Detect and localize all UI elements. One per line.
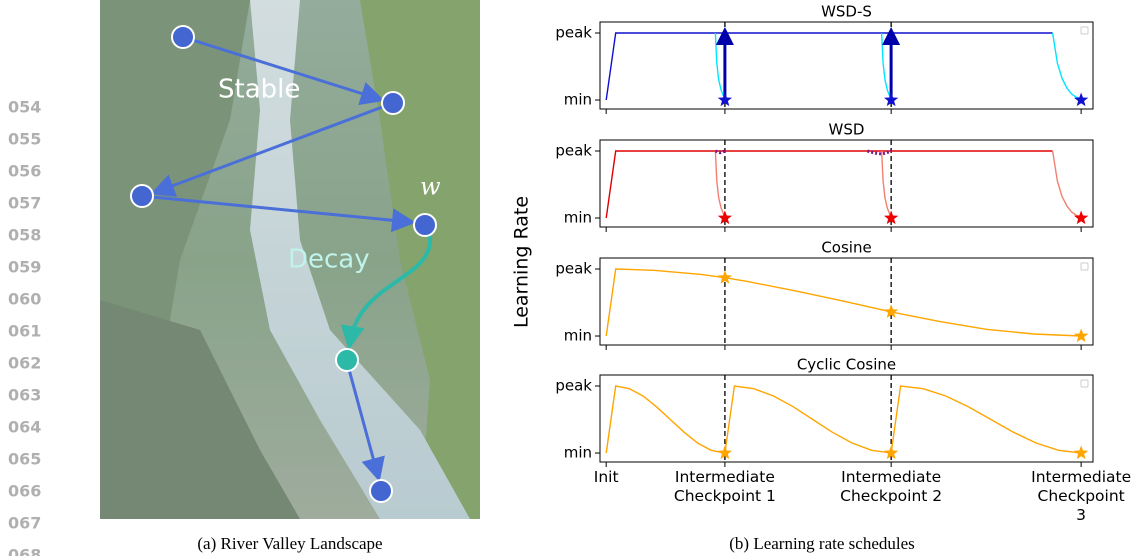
y-tick-label: min: [564, 209, 592, 227]
series-line: [606, 151, 1052, 218]
line-number: 062: [8, 354, 41, 373]
plot-frame: [600, 375, 1093, 462]
line-number: 055: [8, 130, 41, 149]
series-line: [1053, 151, 1082, 217]
point: [414, 214, 436, 236]
page: Stable Decay w (a) River Valley Landscap…: [0, 0, 1145, 556]
legend-box: [1081, 380, 1088, 387]
series-line: [606, 386, 1081, 453]
star-marker: [1074, 329, 1088, 343]
line-number: 067: [8, 514, 41, 533]
line-number: 057: [8, 194, 41, 213]
w-label: w: [420, 173, 441, 201]
y-tick-label: min: [564, 444, 592, 462]
y-tick-label: peak: [555, 376, 592, 394]
point: [172, 26, 194, 48]
point: [382, 92, 404, 114]
x-tick-label: Intermediate Checkpoint 3: [1031, 468, 1131, 525]
line-number: 065: [8, 450, 41, 469]
series-line: [606, 269, 1081, 336]
decay-label: Decay: [288, 245, 370, 275]
series-line: [1053, 33, 1082, 99]
caption: (b) Learning rate schedules: [729, 534, 915, 553]
y-tick-label: peak: [555, 259, 592, 277]
star-marker: [718, 270, 732, 284]
line-number: 064: [8, 418, 41, 437]
stable-label: Stable: [218, 75, 300, 105]
point: [370, 480, 392, 502]
y-tick-label: peak: [555, 23, 592, 41]
star-marker: [1074, 93, 1088, 107]
line-number: 063: [8, 386, 41, 405]
star-marker: [1074, 211, 1088, 225]
figure: Stable Decay w (a) River Valley Landscap…: [0, 0, 1145, 556]
line-number: 066: [8, 482, 41, 501]
point: [131, 185, 153, 207]
series-line: [715, 151, 725, 217]
line-number: 054: [8, 98, 41, 117]
legend-box: [1081, 27, 1088, 34]
series-line: [882, 151, 892, 217]
plot-frame: [600, 140, 1093, 227]
chart-title: WSD: [829, 121, 865, 139]
plot-frame: [600, 22, 1093, 109]
star-marker: [1074, 446, 1088, 460]
legend-box: [1081, 263, 1088, 270]
series-line: [606, 33, 1052, 100]
caption: (a) River Valley Landscape: [197, 534, 382, 553]
line-number: 059: [8, 258, 41, 277]
line-number: 060: [8, 290, 41, 309]
x-tick-label: Intermediate Checkpoint 2: [840, 468, 942, 506]
y-tick-label: min: [564, 91, 592, 109]
line-number: 068: [8, 546, 41, 556]
chart-title: WSD-S: [821, 3, 872, 21]
y-axis-label: Learning Rate: [511, 196, 533, 328]
y-tick-label: min: [564, 327, 592, 345]
point: [336, 349, 358, 371]
line-number: 061: [8, 322, 41, 341]
x-tick-label: Init: [594, 468, 619, 487]
line-number: 058: [8, 226, 41, 245]
y-tick-label: peak: [555, 141, 592, 159]
x-tick-label: Intermediate Checkpoint 1: [674, 468, 776, 506]
line-number: 056: [8, 162, 41, 181]
series-line: [715, 151, 725, 153]
chart-title: Cosine: [821, 239, 871, 257]
chart-title: Cyclic Cosine: [797, 356, 896, 374]
